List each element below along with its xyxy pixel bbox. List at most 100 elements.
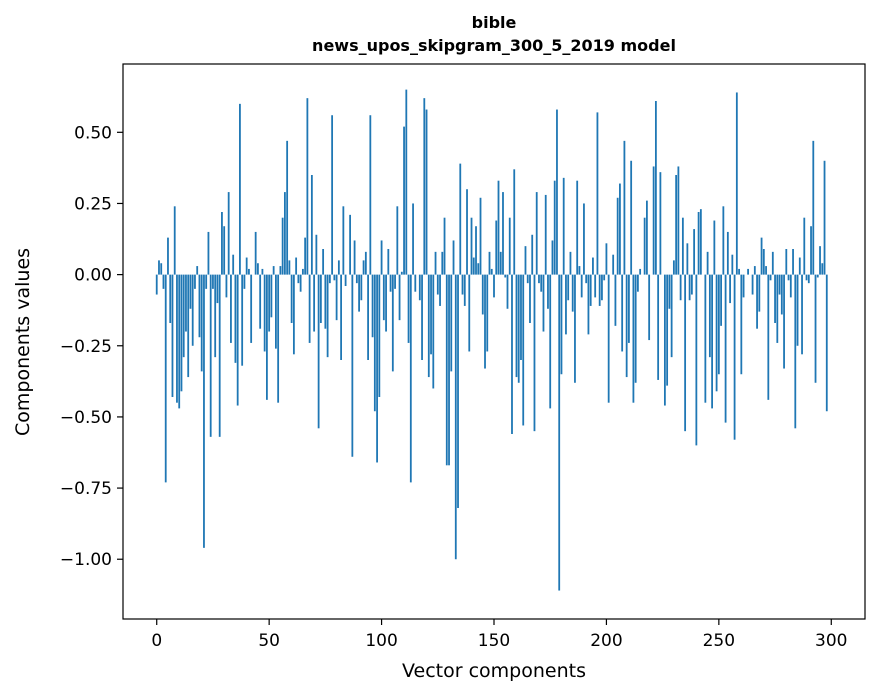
bar	[245, 257, 248, 275]
bar	[382, 274, 385, 321]
bar	[668, 274, 671, 309]
bar	[616, 197, 619, 275]
bar	[812, 140, 815, 275]
bar	[189, 274, 192, 309]
bar	[279, 266, 282, 275]
bar	[324, 274, 327, 329]
bar	[376, 274, 378, 463]
bar	[823, 160, 826, 275]
bar	[684, 274, 687, 432]
bar	[187, 274, 190, 378]
bar	[520, 274, 522, 360]
bar	[724, 274, 727, 423]
bar	[185, 274, 187, 332]
bar	[196, 266, 199, 275]
plot-frame	[122, 63, 866, 620]
bar	[663, 274, 666, 406]
bar	[556, 109, 558, 275]
bar	[646, 200, 648, 275]
bar	[794, 274, 797, 429]
bar	[459, 163, 462, 275]
chart-title: bible	[472, 13, 517, 32]
x-tick-label: 300	[815, 631, 847, 651]
bar	[223, 226, 226, 275]
bar	[634, 274, 637, 383]
bar	[630, 160, 633, 275]
bar	[349, 214, 351, 275]
bar	[612, 254, 615, 275]
bar	[180, 274, 183, 392]
bar	[234, 274, 237, 363]
bar	[200, 274, 203, 372]
bar	[648, 274, 651, 341]
bar	[704, 274, 707, 403]
bar	[461, 274, 464, 295]
bar	[230, 274, 232, 343]
bar	[398, 274, 401, 321]
bar	[621, 274, 624, 352]
bar	[414, 274, 417, 292]
bar	[666, 274, 669, 386]
bar	[369, 115, 372, 275]
bar	[333, 274, 336, 281]
bar	[239, 103, 241, 275]
bar	[214, 274, 217, 358]
bar	[290, 274, 293, 323]
bar	[322, 249, 325, 275]
bar	[816, 274, 819, 278]
x-tick-label: 200	[590, 631, 622, 651]
bar	[448, 274, 450, 466]
bar	[288, 260, 291, 275]
bar	[706, 251, 709, 275]
bar	[353, 240, 356, 275]
bar	[472, 257, 475, 275]
bar	[297, 274, 300, 284]
bar	[542, 274, 545, 332]
bar	[508, 217, 511, 275]
bar	[720, 274, 722, 326]
bar	[511, 274, 513, 434]
bar	[434, 251, 437, 275]
bar	[560, 274, 563, 375]
bar	[182, 274, 185, 358]
x-axis-label: Vector components	[402, 660, 586, 682]
bar	[389, 274, 392, 292]
bar	[277, 274, 280, 403]
x-tick-label: 250	[703, 631, 735, 651]
bar	[360, 274, 363, 301]
bar	[225, 274, 228, 298]
bar	[403, 126, 405, 275]
x-tick-label: 100	[365, 631, 397, 651]
bar	[681, 217, 684, 275]
bar	[695, 274, 698, 446]
bar	[499, 251, 502, 275]
bar	[191, 274, 194, 346]
bar	[776, 274, 779, 343]
bar	[639, 268, 642, 275]
bar	[517, 274, 520, 383]
bar	[558, 274, 561, 591]
bar	[677, 166, 680, 275]
bar	[751, 274, 754, 295]
bar	[753, 266, 756, 275]
bar	[443, 217, 446, 275]
bar	[466, 189, 468, 275]
bar	[266, 274, 268, 400]
bar	[733, 274, 736, 440]
bar	[495, 220, 498, 275]
bar	[756, 274, 758, 329]
bar	[574, 274, 576, 383]
bar	[580, 274, 583, 298]
bar	[693, 229, 696, 275]
bar	[819, 246, 821, 275]
bar	[439, 274, 441, 306]
bar	[270, 274, 273, 318]
bar	[774, 274, 776, 323]
bar	[688, 274, 691, 301]
y-tick-label: −1.00	[60, 550, 112, 570]
bar	[544, 194, 547, 275]
bar	[571, 274, 574, 312]
bar	[358, 274, 360, 312]
bar	[337, 260, 340, 275]
bar	[301, 268, 304, 275]
